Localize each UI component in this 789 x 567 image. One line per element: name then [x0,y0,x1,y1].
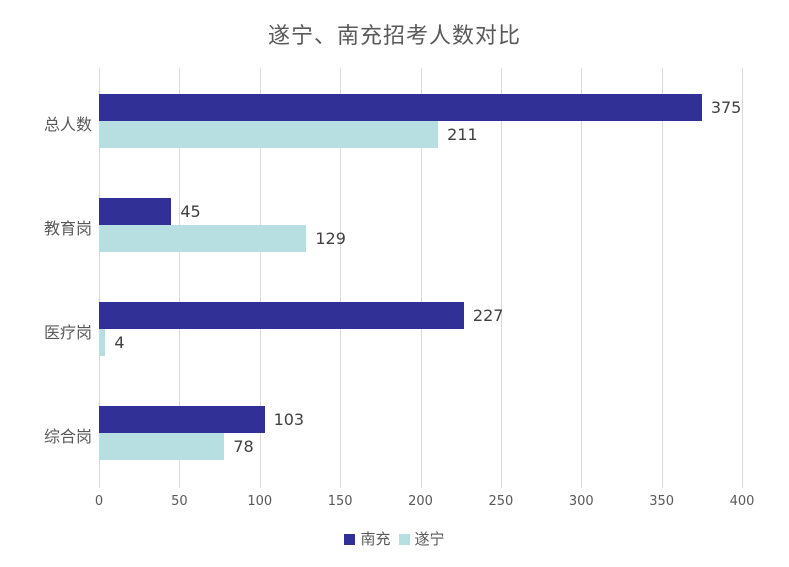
gridline [500,68,502,488]
gridline [99,68,100,488]
x-tick-label: 300 [568,494,594,509]
data-label: 129 [315,229,346,248]
gridline [259,68,261,488]
data-label: 211 [447,125,478,144]
legend-swatch-suining [398,534,410,545]
x-tick-label: 250 [488,494,514,509]
gridline [179,68,181,488]
bar-nanchong [99,302,464,329]
x-tick-label: 100 [247,494,273,509]
data-label: 78 [233,437,254,456]
bar-suining [99,329,106,356]
legend-item-nanchong: 南充 [344,530,391,548]
bar-nanchong [99,198,172,225]
x-tick-label: 400 [729,494,755,509]
x-tick-label: 0 [94,494,104,509]
bar-nanchong [99,94,702,121]
gridline [340,68,342,488]
category-label: 教育岗 [43,219,92,238]
data-label: 375 [710,98,742,117]
x-tick-label: 350 [649,494,675,509]
gridline [661,68,663,488]
x-tick-label: 50 [171,494,188,509]
gridline [742,68,743,488]
data-label: 103 [273,410,305,429]
bar-nanchong [99,406,265,433]
category-label: 总人数 [43,115,92,134]
plot-area [99,68,743,488]
legend: 南充 遂宁 [0,528,789,549]
legend-label: 南充 [360,530,391,548]
gridline [420,68,422,488]
x-tick-label: 200 [408,494,433,509]
category-label: 综合岗 [43,427,92,446]
data-label: 227 [472,306,504,325]
bar-suining [99,121,439,148]
gridline [581,68,583,488]
chart-title: 遂宁、南充招考人数对比 [267,24,521,49]
x-tick-label: 150 [327,494,353,509]
bar-suining [99,225,307,252]
legend-label: 遂宁 [414,530,445,548]
legend-swatch-nanchong [344,534,356,545]
bar-suining [99,433,225,460]
category-label: 医疗岗 [43,323,92,342]
data-label: 4 [114,333,125,352]
legend-item-suining: 遂宁 [398,530,445,548]
data-label: 45 [180,202,201,221]
